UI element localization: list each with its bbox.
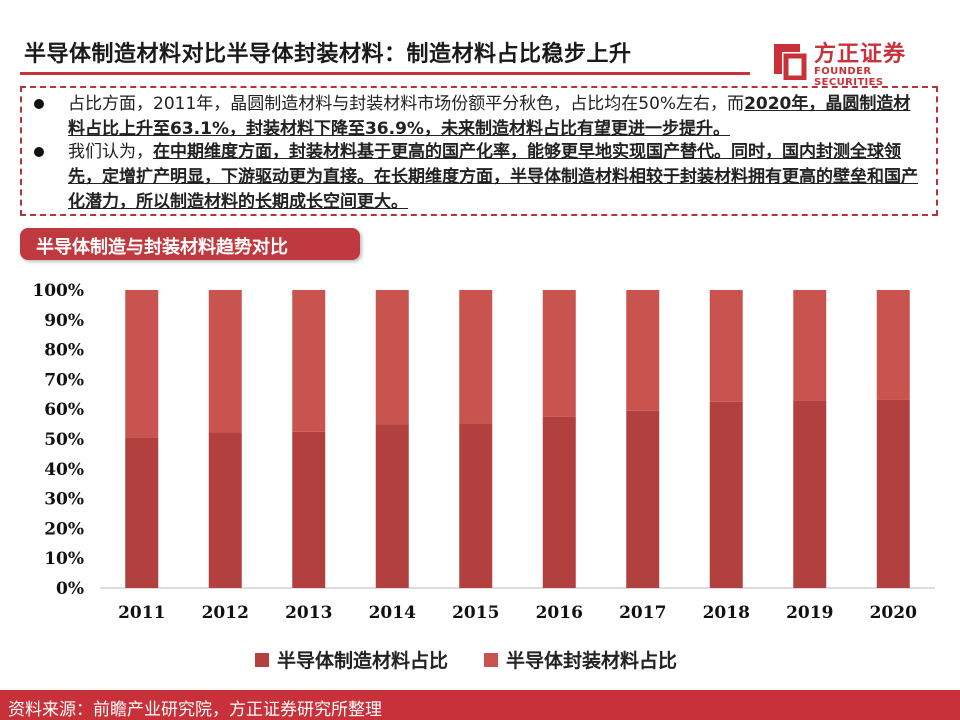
chart-title: 半导体制造与封装材料趋势对比 <box>36 237 288 258</box>
x-tick-label: 2016 <box>536 603 583 623</box>
logo-text: 方正证券 <box>814 42 907 67</box>
summary-bullet-2: 我们认为，在中期维度方面，封装材料基于更高的国产化率，能够更早地实现国产替代。同… <box>34 140 924 215</box>
bar-packaging <box>542 290 576 417</box>
summary-bullet-1: 占比方面，2011年，晶圆制造材料与封装材料市场份额平分秋色，占比均在50%左右… <box>34 92 924 142</box>
bullet-1-bold: 2020年，晶圆制造材料占比上升至63.1%，封装材料下降至36.9%，未来制造… <box>68 94 911 139</box>
x-tick-label: 2014 <box>369 603 416 623</box>
founder-logo-icon <box>774 44 807 80</box>
bullet-2-plain: 我们认为， <box>68 142 153 162</box>
bar-packaging <box>793 290 827 401</box>
bar-packaging <box>626 290 660 411</box>
y-tick-label: 90% <box>44 311 84 331</box>
x-tick-label: 2011 <box>118 603 165 623</box>
bar-manufacturing <box>125 437 159 588</box>
logo-subtext: FOUNDER SECURITIES <box>814 66 884 88</box>
source-note: 资料来源：前瞻产业研究院，方正证券研究所整理 <box>8 700 382 720</box>
bar-manufacturing <box>876 399 910 588</box>
footer-bar: 资料来源：前瞻产业研究院，方正证券研究所整理 <box>0 690 960 720</box>
bullet-dot-icon <box>34 99 44 109</box>
legend-item-manufacturing: 半导体制造材料占比 <box>255 646 448 673</box>
stacked-bar-chart: 0% 10% 20% 30% 40% 50% 60% 70% 80% 90% 100% 2011 201… <box>32 281 935 623</box>
x-tick-label: 2017 <box>619 603 666 623</box>
x-tick-label: 2013 <box>285 603 332 623</box>
bar-manufacturing <box>459 423 493 588</box>
bar-packaging <box>876 290 910 400</box>
x-tick-label: 2019 <box>786 603 833 623</box>
bar-packaging <box>208 290 242 433</box>
bar-manufacturing <box>542 416 576 588</box>
bar-packaging <box>375 290 409 425</box>
bullet-1-plain: 占比方面，2011年，晶圆制造材料与封装材料市场份额平分秋色，占比均在50%左右… <box>68 94 745 114</box>
bar-manufacturing <box>208 432 242 588</box>
legend-swatch-packaging <box>484 652 499 667</box>
x-tick-label: 2018 <box>703 603 750 623</box>
bullet-dot-icon <box>34 147 44 157</box>
bullet-2-bold: 在中期维度方面，封装材料基于更高的国产化率，能够更早地实现国产替代。同时，国内封… <box>68 142 918 212</box>
bar-manufacturing <box>793 400 827 588</box>
y-tick-label: 10% <box>44 549 84 569</box>
bar-packaging <box>125 290 159 438</box>
bar-manufacturing <box>626 410 660 588</box>
y-tick-label: 30% <box>44 490 84 510</box>
legend-label-manufacturing: 半导体制造材料占比 <box>277 650 449 672</box>
y-tick-label: 70% <box>44 370 84 390</box>
legend-item-packaging: 半导体封装材料占比 <box>484 646 677 673</box>
x-tick-label: 2015 <box>452 603 499 623</box>
company-logo: 方正证券 FOUNDER SECURITIES <box>770 36 940 88</box>
summary-box: 占比方面，2011年，晶圆制造材料与封装材料市场份额平分秋色，占比均在50%左右… <box>20 86 938 216</box>
bar-packaging <box>459 290 493 424</box>
y-tick-label: 0% <box>56 579 84 599</box>
chart-title-tab: 半导体制造与封装材料趋势对比 <box>20 228 360 260</box>
y-tick-label: 100% <box>32 281 84 301</box>
y-tick-label: 60% <box>44 400 84 420</box>
chart-legend: 半导体制造材料占比 半导体封装材料占比 <box>255 646 713 673</box>
x-tick-label: 2012 <box>202 603 249 623</box>
page-title: 半导体制造材料对比半导体封装材料：制造材料占比稳步上升 <box>24 42 632 67</box>
legend-label-packaging: 半导体封装材料占比 <box>506 650 678 672</box>
x-tick-label: 2020 <box>870 603 917 623</box>
y-tick-label: 80% <box>44 341 84 361</box>
bar-packaging <box>292 290 326 432</box>
bar-packaging <box>709 290 743 402</box>
y-tick-label: 20% <box>44 519 84 539</box>
bar-manufacturing <box>375 424 409 588</box>
bar-manufacturing <box>292 431 326 588</box>
bar-manufacturing <box>709 401 743 588</box>
y-tick-label: 40% <box>44 460 84 480</box>
title-rule <box>20 72 750 75</box>
legend-swatch-manufacturing <box>255 652 269 667</box>
y-tick-label: 50% <box>44 430 84 450</box>
